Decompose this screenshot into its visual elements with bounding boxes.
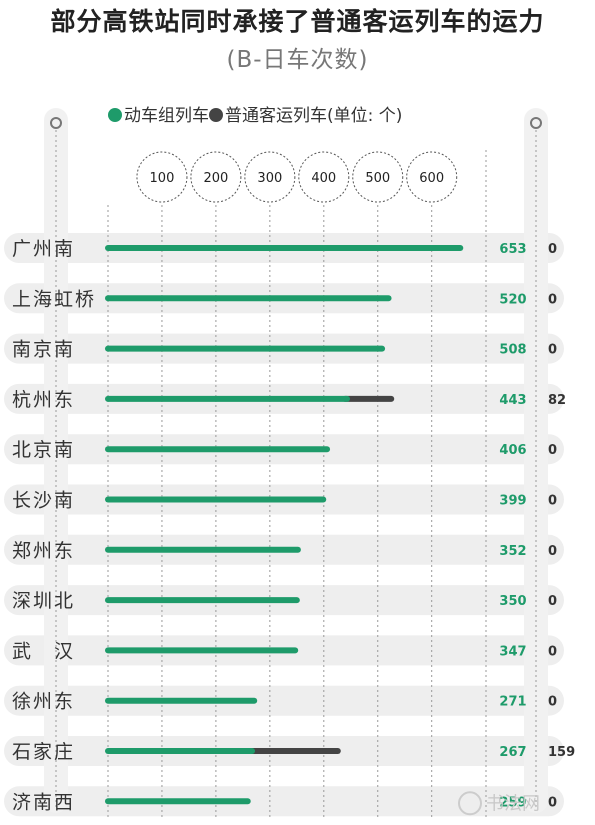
category-label: 徐州东 bbox=[12, 691, 75, 713]
left-pin-icon bbox=[50, 117, 62, 129]
legend-unit: (单位: 个) bbox=[327, 106, 403, 126]
tick-circle bbox=[190, 151, 242, 203]
category-label: 深圳北 bbox=[12, 590, 75, 612]
value-label-regular: 0 bbox=[548, 343, 557, 358]
tick-label: 100 bbox=[150, 171, 175, 186]
category-label: 上海虹桥 bbox=[12, 288, 96, 310]
category-label: 杭州东 bbox=[12, 389, 75, 411]
value-label-regular: 0 bbox=[548, 644, 557, 659]
tick-label: 300 bbox=[257, 171, 282, 186]
value-label-emu: 653 bbox=[499, 242, 526, 257]
value-label-emu: 350 bbox=[499, 594, 526, 609]
category-label: 长沙南 bbox=[12, 490, 75, 512]
tick-circle bbox=[244, 151, 296, 203]
value-label-emu: 443 bbox=[499, 393, 526, 408]
row-background bbox=[4, 786, 564, 817]
value-label-emu: 399 bbox=[499, 494, 526, 509]
chart-title: 部分高铁站同时承接了普通客运列车的运力 bbox=[50, 7, 545, 36]
watermark-text: 书法网 bbox=[486, 793, 540, 814]
value-label-regular: 0 bbox=[548, 443, 557, 458]
category-label: 济南西 bbox=[12, 791, 75, 813]
tick-label: 500 bbox=[365, 171, 390, 186]
value-label-regular: 159 bbox=[548, 745, 575, 760]
value-label-regular: 82 bbox=[548, 393, 566, 408]
value-label-regular: 0 bbox=[548, 795, 557, 810]
category-label: 南京南 bbox=[12, 339, 75, 361]
watermark-icon bbox=[458, 791, 482, 816]
value-label-emu: 259 bbox=[499, 795, 526, 810]
tick-circle bbox=[298, 151, 350, 203]
value-label-regular: 0 bbox=[548, 292, 557, 307]
category-label: 广州南 bbox=[12, 238, 75, 260]
category-label: 武 汉 bbox=[12, 640, 75, 662]
value-label-regular: 0 bbox=[548, 695, 557, 710]
tick-circle bbox=[136, 151, 188, 203]
value-label-emu: 267 bbox=[499, 745, 526, 760]
right-pin-icon bbox=[530, 117, 542, 129]
tick-circle bbox=[406, 151, 458, 203]
tick-label: 200 bbox=[203, 171, 228, 186]
value-label-regular: 0 bbox=[548, 544, 557, 559]
legend-dot-emu bbox=[108, 108, 122, 122]
value-label-emu: 352 bbox=[499, 544, 526, 559]
value-label-regular: 0 bbox=[548, 494, 557, 509]
value-label-emu: 271 bbox=[499, 695, 526, 710]
legend-label-emu: 动车组列车 bbox=[124, 106, 209, 126]
category-label: 石家庄 bbox=[12, 741, 75, 763]
value-label-emu: 508 bbox=[499, 343, 526, 358]
category-label: 北京南 bbox=[12, 439, 75, 461]
legend: 动车组列车 普通客运列车(单位: 个) bbox=[108, 101, 528, 126]
tick-label: 600 bbox=[419, 171, 444, 186]
value-label-emu: 406 bbox=[499, 443, 526, 458]
row-background bbox=[4, 685, 564, 716]
value-label-emu: 520 bbox=[499, 292, 526, 307]
value-label-regular: 0 bbox=[548, 242, 557, 257]
legend-label-regular: 普通客运列车 bbox=[225, 106, 327, 126]
value-label-regular: 0 bbox=[548, 594, 557, 609]
chart-subtitle: (B-日车次数) bbox=[226, 47, 369, 73]
value-label-emu: 347 bbox=[499, 644, 526, 659]
category-label: 郑州东 bbox=[12, 540, 75, 562]
tick-circle bbox=[352, 151, 404, 203]
tick-label: 400 bbox=[311, 171, 336, 186]
legend-dot-regular bbox=[209, 108, 223, 122]
